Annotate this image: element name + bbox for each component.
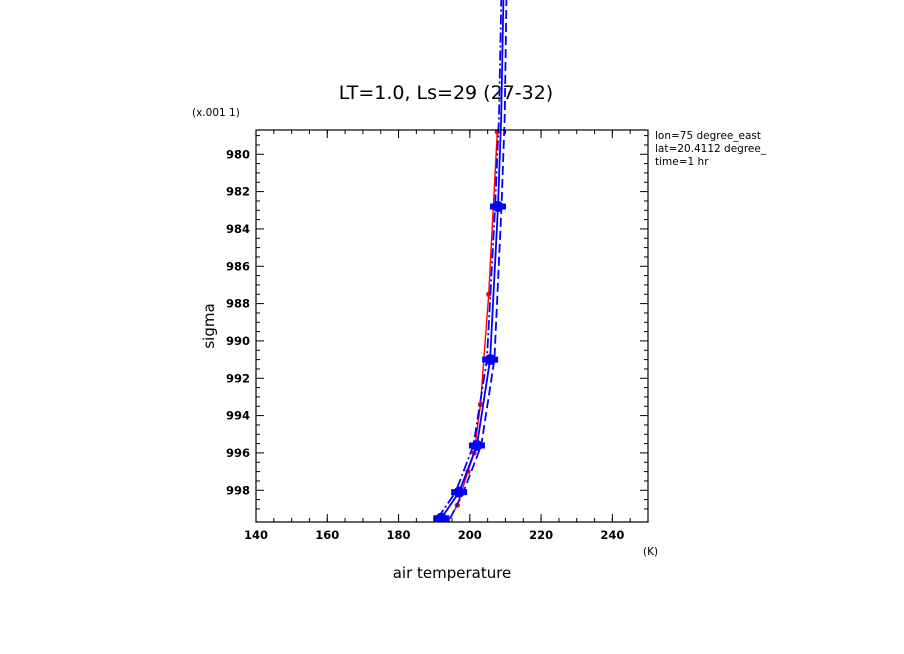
x-tick-label: 160: [315, 528, 339, 542]
series-point-blue-bar: [489, 203, 506, 210]
y-tick-label: 996: [226, 446, 250, 460]
annotation-lat: lat=20.4112 degree_: [655, 143, 767, 155]
ticks-layer: 140 160 180 200 220 240 980 982 984 986 988 990 992 9…: [226, 130, 649, 542]
annotation-time: time=1 hr: [655, 156, 709, 168]
y-tick-label: 990: [226, 334, 250, 348]
y-tick-label: 982: [226, 185, 250, 199]
series-line-1: [440, 0, 505, 519]
series-point-blue-bar: [433, 515, 450, 522]
y-tick-label: 986: [226, 259, 250, 273]
y-axis-title: sigma: [200, 303, 218, 348]
plot-frame: [255, 129, 649, 523]
y-tick-label: 992: [226, 371, 250, 385]
series-line-3: [436, 0, 503, 519]
x-tick-label: 140: [244, 528, 268, 542]
y-scale-note: (x.001 1): [192, 107, 240, 119]
x-tick-label: 220: [529, 528, 553, 542]
series-point-blue-bar: [451, 489, 468, 496]
y-tick-label: 988: [226, 297, 250, 311]
series-line-2: [449, 0, 508, 519]
y-tick-label: 984: [226, 222, 250, 236]
x-axis-title: air temperature: [393, 564, 512, 582]
series-point-blue-bar: [482, 356, 499, 363]
y-tick-label: 998: [226, 483, 250, 497]
y-tick-label: 994: [226, 409, 250, 423]
x-tick-label: 200: [458, 528, 482, 542]
series-layer: [433, 0, 508, 522]
series-line-0: [447, 131, 498, 522]
x-tick-label: 240: [600, 528, 624, 542]
annotation-lon: lon=75 degree_east: [655, 130, 761, 142]
y-tick-label: 980: [226, 147, 250, 161]
x-units-label: (K): [643, 546, 658, 558]
x-tick-label: 180: [387, 528, 411, 542]
chart-title: LT=1.0, Ls=29 (27-32): [339, 82, 553, 104]
series-point-blue-bar: [468, 442, 485, 449]
